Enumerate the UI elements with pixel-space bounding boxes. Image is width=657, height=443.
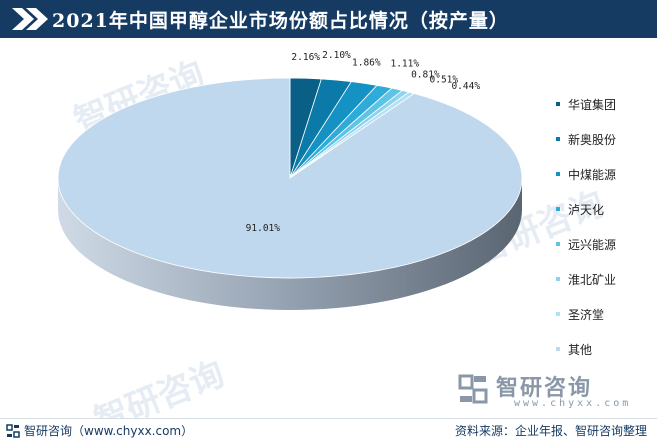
brand-name: 智研咨询 [496, 376, 593, 401]
legend-swatch [556, 207, 560, 211]
data-label: 1.11% [390, 59, 419, 70]
chart-legend: 华谊集团新奥股份中煤能源泸天化远兴能源淮北矿业圣济堂其他 [556, 92, 616, 372]
footer: 智研咨询（www.chyxx.com） 资料来源：企业年报、智研咨询整理 [0, 418, 657, 440]
data-label: 0.81% [411, 69, 440, 80]
legend-swatch [556, 172, 560, 176]
legend-item: 中煤能源 [556, 162, 616, 186]
brand-logo: 智研咨询 www.chyxx.com [458, 370, 638, 410]
data-label: 2.16% [291, 52, 320, 63]
title-bar: 2021年中国甲醇企业市场份额占比情况（按产量） [0, 0, 657, 38]
legend-item: 泸天化 [556, 197, 616, 221]
chevron-right-icon [12, 8, 48, 30]
legend-label: 华谊集团 [568, 97, 617, 112]
legend-item: 远兴能源 [556, 232, 616, 256]
legend-item: 圣济堂 [556, 302, 616, 326]
brand-logo-icon [458, 374, 488, 404]
legend-swatch [556, 347, 560, 351]
footer-source-left: 智研咨询（www.chyxx.com） [6, 422, 193, 439]
legend-label: 圣济堂 [568, 307, 605, 322]
data-label: 0.51% [430, 74, 459, 85]
legend-swatch [556, 312, 560, 316]
footer-left-text: 智研咨询（www.chyxx.com） [24, 424, 194, 438]
page-title: 2021年中国甲醇企业市场份额占比情况（按产量） [52, 10, 509, 32]
data-label: 2.10% [322, 50, 351, 61]
pie-slice [57, 77, 523, 279]
legend-swatch [556, 242, 560, 246]
legend-swatch [556, 277, 560, 281]
legend-item: 其他 [556, 337, 616, 361]
pie-chart-group: 2.16% 2.10%1.86% 1.11%0.81%0.51%0.44% 91.01… [57, 50, 523, 310]
data-label: 1.86% [352, 57, 381, 68]
logo-icon [6, 423, 20, 438]
legend-swatch [556, 102, 560, 106]
brand-url: www.chyxx.com [514, 398, 632, 409]
pie-side-wall [58, 178, 522, 310]
legend-item: 华谊集团 [556, 92, 616, 116]
legend-label: 远兴能源 [568, 237, 617, 252]
data-label: 91.01% [246, 223, 281, 234]
legend-swatch [556, 137, 560, 141]
legend-item: 新奥股份 [556, 127, 616, 151]
legend-label: 其他 [568, 342, 593, 357]
legend-label: 中煤能源 [568, 167, 617, 182]
data-label: 0.44% [451, 81, 480, 92]
legend-label: 淮北矿业 [568, 272, 617, 287]
legend-item: 淮北矿业 [556, 267, 616, 291]
data-source-text: 资料来源：企业年报、智研咨询整理 [454, 424, 647, 438]
legend-label: 新奥股份 [568, 132, 617, 147]
legend-label: 泸天化 [568, 202, 605, 217]
pie-chart: 2.16% 2.10%1.86% 1.11%0.81%0.51%0.44% 91.01… [57, 50, 523, 310]
